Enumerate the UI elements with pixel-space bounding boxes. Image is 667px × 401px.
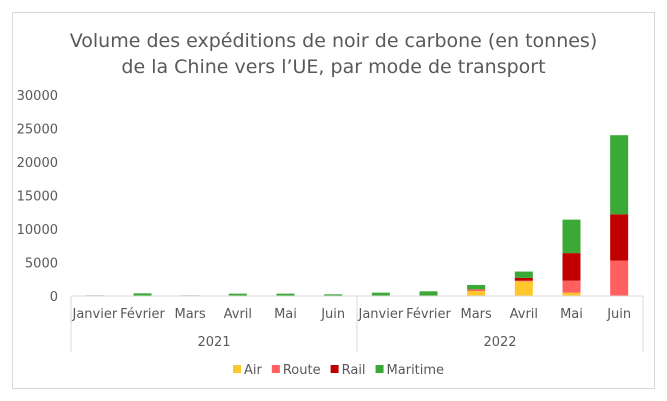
legend-swatch-rail: [330, 365, 339, 373]
x-group-label: 2022: [483, 335, 516, 350]
bar-route: [467, 289, 486, 291]
legend-label-maritime: Maritime: [387, 363, 445, 378]
bar-maritime: [133, 293, 152, 296]
x-tick-label: Mai: [560, 307, 583, 322]
bar-rail: [562, 253, 581, 281]
legend-swatch-route: [271, 365, 280, 373]
x-tick-label: Février: [406, 307, 451, 322]
legend-label-route: Route: [283, 363, 321, 378]
chart-title-line-2: de la Chine vers l’UE, par mode de trans…: [121, 56, 546, 78]
bar-route: [514, 280, 533, 282]
bar-maritime: [419, 291, 438, 296]
x-tick-label: Janvier: [71, 307, 117, 322]
bar-rail: [610, 214, 629, 261]
bar-route: [562, 280, 581, 293]
x-tick-label: Avril: [224, 307, 252, 322]
legend-label-rail: Rail: [342, 363, 366, 378]
x-group-label: 2021: [197, 335, 230, 350]
legend-label-air: Air: [244, 363, 263, 378]
bar-maritime: [514, 271, 533, 278]
bar-route: [610, 260, 629, 296]
bar-maritime: [228, 293, 247, 296]
y-tick-label: 5000: [25, 257, 58, 272]
bar-air: [562, 292, 581, 296]
x-tick-label: Mars: [175, 307, 207, 322]
x-tick-label: Mars: [461, 307, 493, 322]
bar-maritime: [276, 293, 295, 296]
y-tick-label: 0: [50, 290, 58, 305]
y-tick-label: 10000: [17, 223, 58, 238]
x-tick-label: Juin: [606, 307, 631, 322]
x-tick-label: Février: [120, 307, 165, 322]
x-tick-label: Avril: [510, 307, 538, 322]
x-tick-label: Mai: [274, 307, 297, 322]
bar-air: [514, 281, 533, 296]
y-tick-label: 15000: [17, 190, 58, 205]
bar-air: [467, 290, 486, 296]
y-tick-label: 25000: [17, 123, 58, 138]
chart-title-line-1: Volume des expéditions de noir de carbon…: [69, 30, 598, 52]
y-tick-label: 20000: [17, 156, 58, 171]
bar-rail: [514, 277, 533, 281]
bar-maritime: [324, 294, 343, 296]
bar-maritime: [371, 292, 390, 296]
y-tick-label: 30000: [17, 89, 58, 104]
legend-swatch-maritime: [375, 365, 384, 373]
x-tick-label: Janvier: [357, 307, 403, 322]
chart-border: [12, 12, 655, 389]
legend-swatch-air: [233, 365, 241, 373]
x-tick-label: Juin: [320, 307, 345, 322]
bar-maritime: [610, 135, 629, 215]
bar-maritime: [467, 284, 486, 290]
bar-maritime: [562, 219, 581, 254]
